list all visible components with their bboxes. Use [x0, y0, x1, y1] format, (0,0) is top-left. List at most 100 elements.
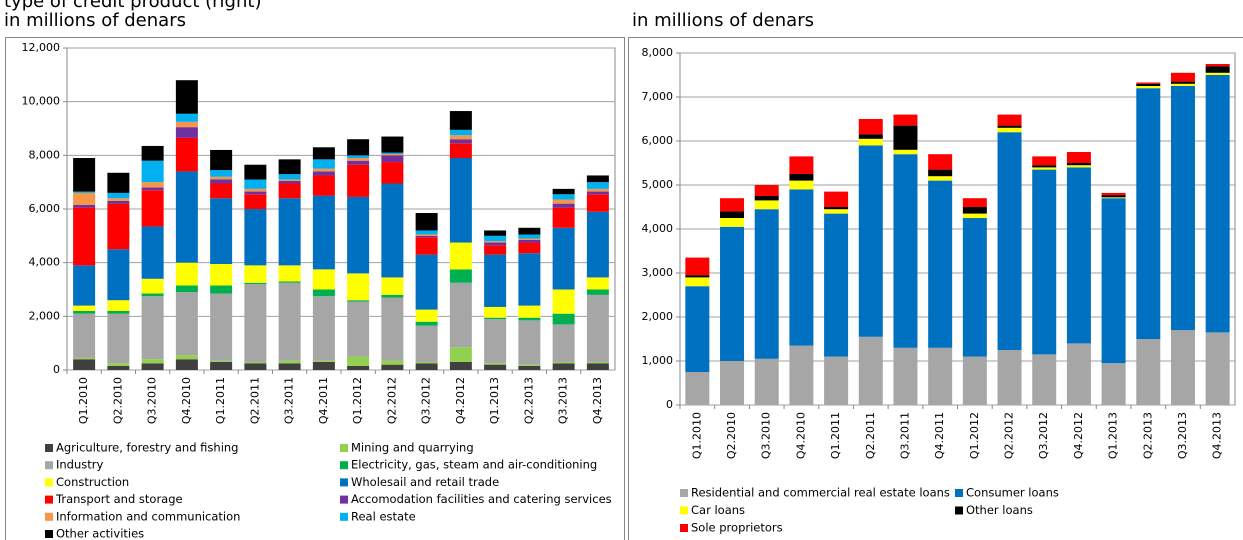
bar-segment	[1136, 86, 1161, 89]
bar-segment	[244, 282, 267, 285]
bar-segment	[141, 145, 164, 161]
x-tick-label: Q1.2012	[968, 412, 981, 459]
bar-segment	[107, 200, 130, 204]
bar-segment	[210, 183, 233, 199]
bar-segment	[244, 179, 267, 189]
bar-segment	[210, 149, 233, 171]
y-tick-label: 6,000	[29, 202, 61, 215]
legend-label: Agriculture, forestry and fishing	[56, 441, 238, 455]
bar-segment	[928, 169, 953, 177]
bar-segment	[449, 242, 472, 270]
bar-segment	[1205, 332, 1230, 405]
bar-segment	[685, 277, 710, 287]
bar-segment	[997, 127, 1022, 133]
bar-segment	[107, 172, 130, 193]
bar-segment	[789, 156, 814, 174]
bar-segment	[1101, 363, 1126, 405]
bar-segment	[586, 277, 609, 290]
x-tick-label: Q2.2012	[385, 377, 398, 424]
bar-segment	[858, 145, 883, 337]
bar-segment	[347, 155, 370, 159]
x-tick-label: Q3.2013	[1176, 412, 1189, 459]
bar-segment	[586, 361, 609, 364]
bar-segment	[552, 194, 575, 200]
bar-segment	[789, 345, 814, 405]
bar-segment	[278, 183, 301, 199]
bar-segment	[175, 171, 198, 263]
bar-segment	[962, 356, 987, 405]
bar-segment	[824, 191, 849, 207]
bar-segment	[789, 180, 814, 190]
bar-segment	[449, 139, 472, 144]
bar-segment	[824, 356, 849, 405]
bar-segment	[141, 160, 164, 183]
bar-segment	[141, 226, 164, 279]
bar-segment	[210, 293, 233, 361]
bar-segment	[552, 363, 575, 370]
legend-swatch	[45, 461, 53, 470]
bar-segment	[141, 187, 164, 191]
bar-segment	[415, 321, 438, 326]
bar-segment	[312, 175, 335, 196]
bar-segment	[552, 227, 575, 290]
legend-label: Mining and quarrying	[351, 441, 474, 455]
bar-segment	[347, 196, 370, 274]
bar-segment	[754, 200, 779, 210]
bar-segment	[244, 194, 267, 209]
bar-segment	[518, 239, 541, 243]
bar-segment	[484, 254, 507, 307]
bar-segment	[484, 241, 507, 243]
bar-segment	[586, 289, 609, 295]
bar-segment	[312, 168, 335, 172]
x-tick-label: Q3.2011	[283, 377, 296, 424]
bar-segment	[175, 137, 198, 172]
bar-segment	[415, 309, 438, 322]
bar-segment	[244, 164, 267, 180]
bar-segment	[1136, 339, 1161, 405]
bar-segment	[381, 162, 404, 184]
bar-segment	[484, 319, 507, 364]
x-tick-label: Q3.2012	[420, 377, 433, 424]
bar-segment	[278, 159, 301, 175]
bar-segment	[312, 269, 335, 290]
bar-segment	[73, 192, 96, 205]
bar-segment	[210, 179, 233, 184]
bar-segment	[518, 242, 541, 254]
bar-segment	[175, 285, 198, 293]
bar-segment	[518, 227, 541, 235]
bar-segment	[928, 180, 953, 348]
bar-segment	[381, 155, 404, 163]
bar-segment	[312, 159, 335, 169]
bar-segment	[107, 300, 130, 311]
bar-segment	[210, 176, 233, 180]
bar-segment	[175, 80, 198, 114]
bar-segment	[347, 160, 370, 165]
bar-segment	[893, 149, 918, 155]
bar-segment	[1205, 66, 1230, 73]
bar-segment	[484, 235, 507, 242]
x-tick-label: Q3.2013	[557, 377, 570, 424]
bar-segment	[210, 264, 233, 286]
legend-label: Information and communication	[56, 509, 240, 523]
bar-segment	[449, 135, 472, 140]
bar-segment	[141, 363, 164, 370]
chart-subtitle: in millions of denars	[632, 10, 814, 31]
bar-segment	[415, 254, 438, 310]
legend-swatch	[340, 461, 348, 470]
x-tick-label: Q2.2010	[725, 412, 738, 459]
legend-swatch	[45, 444, 53, 452]
bar-segment	[1032, 354, 1057, 405]
bar-segment	[449, 269, 472, 283]
bar-segment	[1032, 169, 1057, 355]
bar-segment	[1205, 75, 1230, 333]
bar-segment	[1066, 163, 1091, 166]
bar-segment	[312, 296, 335, 361]
bar-segment	[73, 204, 96, 208]
bar-segment	[449, 129, 472, 136]
bar-segment	[754, 196, 779, 201]
bar-segment	[1066, 343, 1091, 405]
bar-segment	[754, 209, 779, 359]
bar-segment	[381, 297, 404, 361]
legend-label: Electricity, gas, steam and air-conditio…	[351, 458, 597, 472]
bar-segment	[720, 226, 745, 361]
